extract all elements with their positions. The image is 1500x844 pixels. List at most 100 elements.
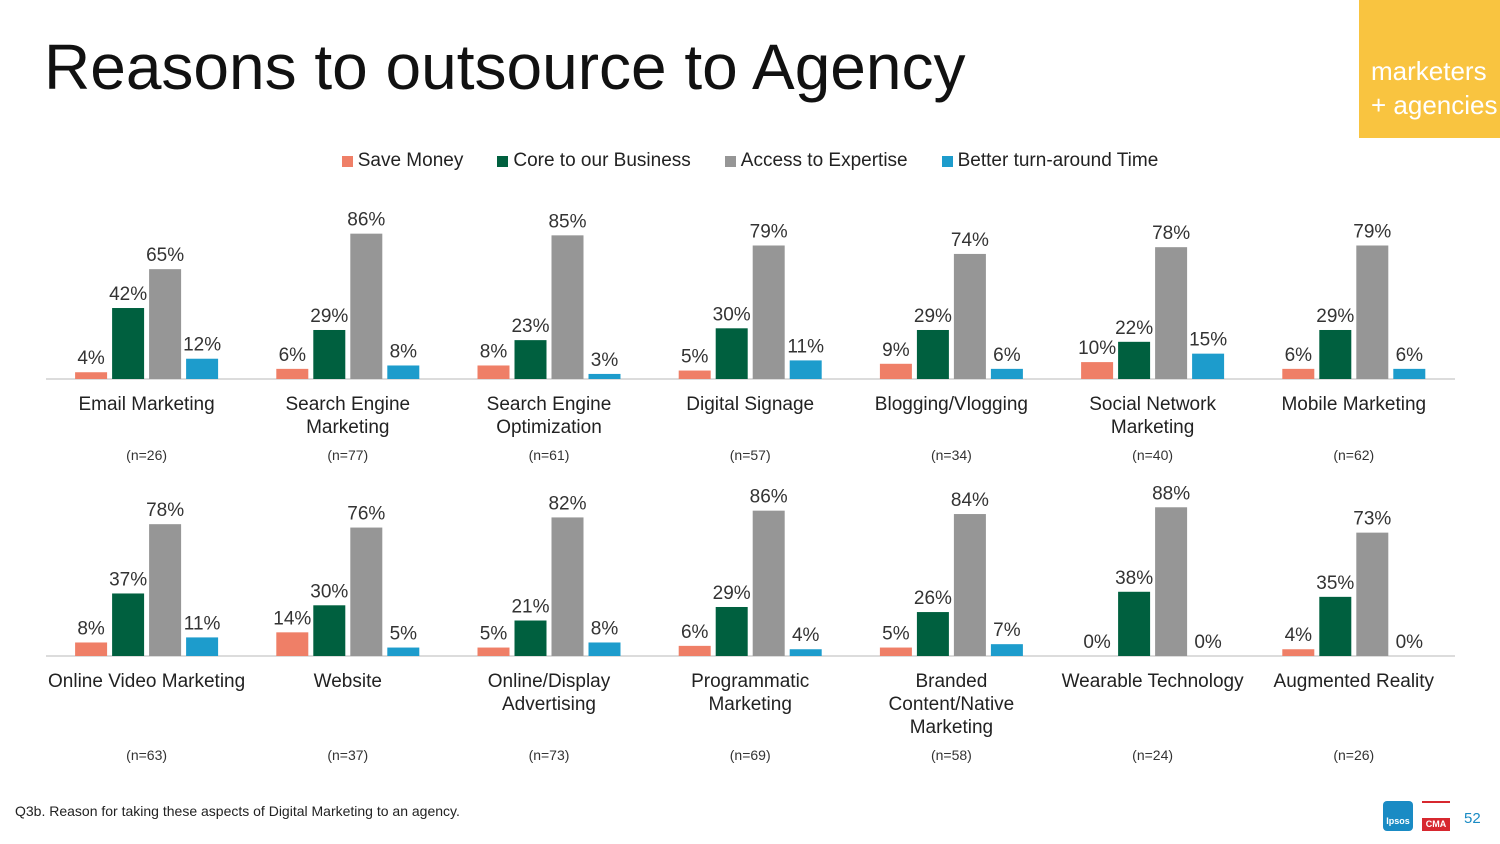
sample-size-label: (n=24) <box>1132 747 1173 763</box>
bar <box>313 605 346 656</box>
category-label: Advertising <box>502 694 596 715</box>
data-label: 6% <box>993 345 1021 366</box>
data-label: 5% <box>480 624 508 645</box>
data-label: 4% <box>77 348 105 369</box>
bar <box>678 370 711 379</box>
data-label: 22% <box>1115 318 1153 339</box>
data-label: 86% <box>750 487 788 508</box>
chart-legend: Save Money Core to our Business Access t… <box>0 150 1500 172</box>
legend-label: Access to Expertise <box>740 150 908 171</box>
data-label: 7% <box>993 620 1021 641</box>
bar <box>149 269 182 379</box>
data-label: 29% <box>1316 306 1354 327</box>
footnote: Q3b. Reason for taking these aspects of … <box>15 803 460 819</box>
category-label: Search Engine <box>487 394 612 415</box>
bar <box>1319 596 1352 656</box>
bar <box>715 328 748 379</box>
data-label: 8% <box>591 618 619 639</box>
bar <box>990 368 1023 379</box>
data-label: 11% <box>184 613 221 634</box>
sample-size-label: (n=26) <box>1333 747 1374 763</box>
data-label: 42% <box>109 284 147 305</box>
bar <box>112 593 145 656</box>
bar <box>1192 353 1225 379</box>
bar <box>1155 507 1188 656</box>
data-label: 85% <box>548 211 586 232</box>
data-label: 82% <box>548 493 586 514</box>
bar <box>990 644 1023 656</box>
legend-label: Better turn-around Time <box>957 150 1159 171</box>
data-label: 8% <box>390 341 418 362</box>
legend-label: Save Money <box>357 150 464 171</box>
bar <box>514 340 547 379</box>
bar <box>149 524 182 656</box>
bar <box>1319 329 1352 379</box>
bar <box>75 372 108 379</box>
data-label: 6% <box>1396 345 1424 366</box>
data-label: 37% <box>109 569 147 590</box>
sample-size-label: (n=61) <box>529 447 570 463</box>
legend-item-save-money: Save Money <box>341 150 464 172</box>
sample-size-label: (n=37) <box>327 747 368 763</box>
category-label: Social Network <box>1089 394 1216 415</box>
category-label: Digital Signage <box>686 394 814 415</box>
category-label: Branded <box>915 671 987 692</box>
data-label: 30% <box>713 304 751 325</box>
data-label: 0% <box>1194 632 1222 653</box>
bar <box>916 612 949 656</box>
bar <box>186 637 219 656</box>
category-label: Email Marketing <box>78 394 214 415</box>
data-label: 8% <box>480 341 508 362</box>
sample-size-label: (n=57) <box>730 447 771 463</box>
data-label: 79% <box>750 221 788 242</box>
sample-size-label: (n=58) <box>931 747 972 763</box>
data-label: 14% <box>273 608 311 629</box>
data-label: 74% <box>951 230 989 251</box>
bar <box>1118 341 1151 379</box>
data-label: 0% <box>1083 632 1111 653</box>
ipsos-logo: Ipsos <box>1383 801 1413 831</box>
page-title: Reasons to outsource to Agency <box>44 31 966 103</box>
badge-line-2: + agencies <box>1371 90 1498 120</box>
legend-swatch <box>341 155 353 167</box>
legend-item-turnaround-time: Better turn-around Time <box>941 150 1159 172</box>
category-label: Blogging/Vlogging <box>875 394 1028 415</box>
data-label: 10% <box>1078 338 1116 359</box>
category-label: Marketing <box>1111 417 1194 438</box>
data-label: 5% <box>681 347 709 368</box>
data-label: 6% <box>1285 345 1313 366</box>
bar <box>387 365 420 379</box>
bar <box>477 647 510 656</box>
data-label: 78% <box>1152 223 1190 244</box>
data-label: 84% <box>951 490 989 511</box>
category-label: Augmented Reality <box>1274 671 1435 692</box>
data-label: 35% <box>1316 573 1354 594</box>
bar <box>789 360 822 379</box>
bar <box>477 365 510 379</box>
bar <box>514 620 547 656</box>
cma-logo-mark <box>1422 801 1450 817</box>
bar <box>588 373 621 379</box>
data-label: 12% <box>183 335 221 356</box>
badge-line-1: marketers <box>1371 56 1487 86</box>
bar <box>953 514 986 656</box>
bar <box>350 527 383 656</box>
sample-size-label: (n=73) <box>529 747 570 763</box>
cma-logo: CMA <box>1422 801 1450 831</box>
data-label: 11% <box>787 336 824 357</box>
bar <box>276 632 309 656</box>
data-label: 29% <box>310 306 348 327</box>
bar <box>789 649 822 656</box>
data-label: 65% <box>146 245 184 266</box>
data-label: 3% <box>591 350 619 371</box>
sample-size-label: (n=34) <box>931 447 972 463</box>
legend-swatch <box>497 155 509 167</box>
sample-size-label: (n=63) <box>126 747 167 763</box>
bar <box>1081 362 1114 379</box>
category-label: Wearable Technology <box>1062 671 1245 692</box>
category-label: Online/Display <box>488 671 611 692</box>
bar <box>678 645 711 656</box>
sample-size-label: (n=62) <box>1333 447 1374 463</box>
grouped-bar-chart: 4%42%65%12%Email Marketing(n=26)6%29%86%… <box>46 210 1455 763</box>
bar <box>387 647 420 656</box>
